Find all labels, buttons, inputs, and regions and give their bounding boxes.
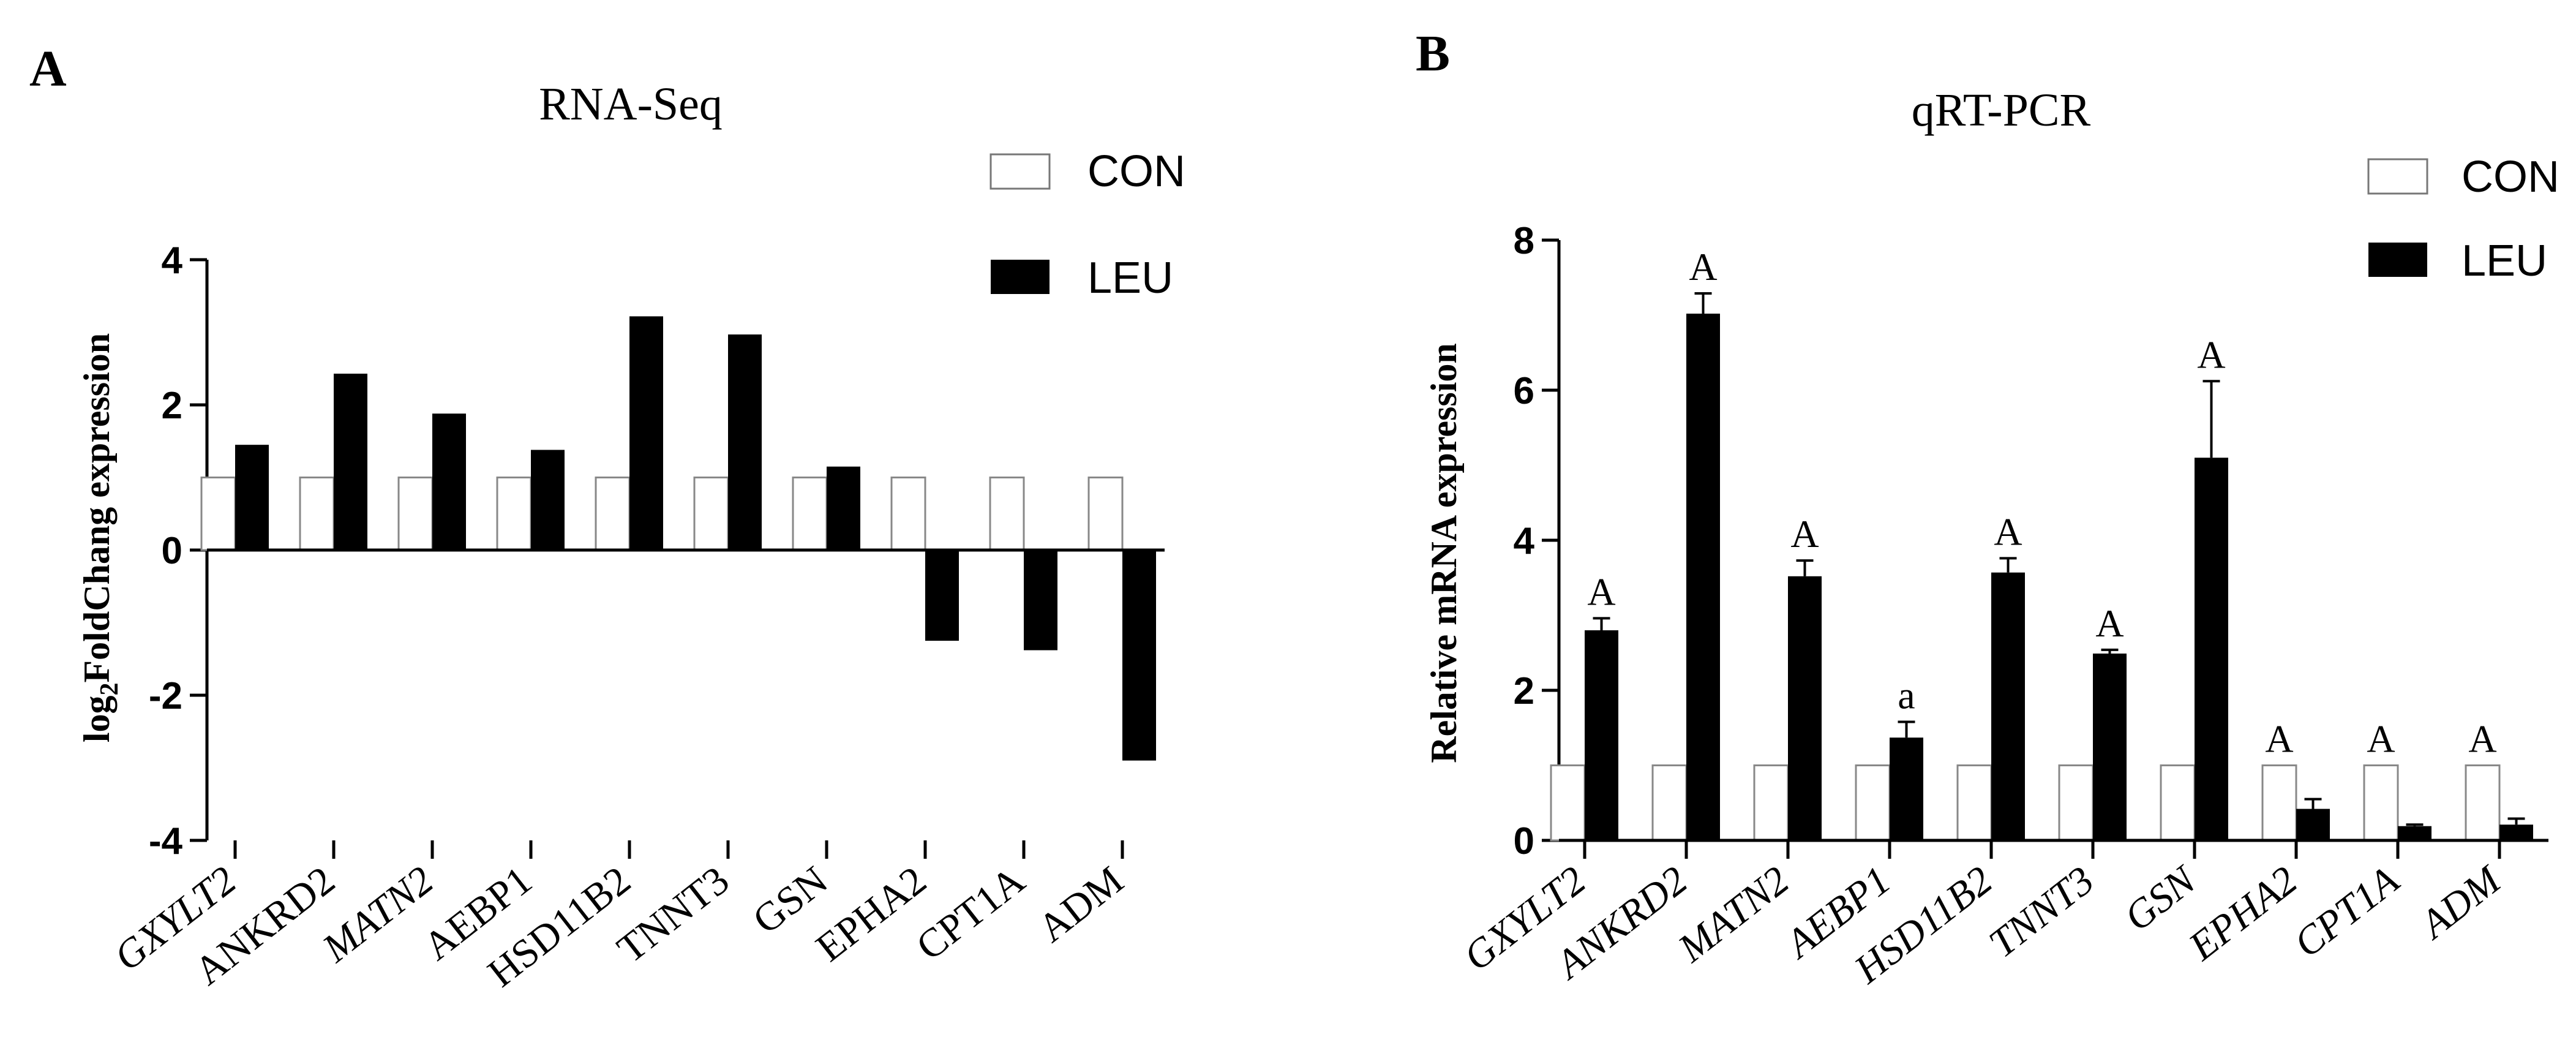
- panel-a-legend-con-swatch: [989, 153, 1051, 190]
- panel-a-bar-leu: [432, 413, 466, 550]
- panel-a-bar-con: [496, 477, 532, 551]
- panel-b-bar-con: [2465, 764, 2501, 842]
- panel-a-bar-con: [693, 477, 729, 551]
- panel-b-bar-con: [1753, 764, 1789, 842]
- panel-b-annotation: A: [1587, 570, 1615, 613]
- panel-b-bar-leu: [1890, 737, 1923, 840]
- panel-a-y-tick-label: -4: [149, 820, 183, 862]
- panel-a-x-tick-label: TNNT3: [609, 858, 738, 971]
- panel-b-annotation: A: [1689, 245, 1717, 289]
- panel-a-bar-con: [299, 477, 335, 551]
- panel-b-bar-leu: [2398, 826, 2431, 840]
- panel-a-x-tick-label: MATN2: [314, 858, 442, 971]
- panel-b-bar-leu: [1991, 572, 2025, 840]
- panel-a-bar-leu: [629, 316, 663, 550]
- panel-b-title: qRT-PCR: [1912, 85, 2091, 136]
- panel-b-bar-leu: [1686, 314, 1720, 840]
- panel-b-x-tick-label: ADM: [2410, 856, 2510, 948]
- panel-b-annotation: A: [2197, 333, 2225, 376]
- panel-b-annotation: A: [2265, 717, 2293, 761]
- panel-b-bar-leu: [2296, 809, 2330, 840]
- panel-a-bar-con: [595, 477, 631, 551]
- panel-a-bar-con: [200, 477, 236, 551]
- panel-a-y-tick-label: 4: [162, 239, 183, 282]
- panel-b-bar-con: [1550, 764, 1586, 842]
- panel-b-bar-leu: [2499, 824, 2533, 840]
- panel-a-legend: CON LEU: [989, 147, 1185, 303]
- panel-a-plot-area: 420-2-4GXYLT2ANKRD2MATN2AEBP1HSD11B2TNNT…: [106, 239, 1165, 996]
- panel-b-y-tick-label: 4: [1514, 520, 1535, 562]
- panel-a-bar-con: [397, 477, 434, 551]
- panel-b-y-tick-label: 6: [1514, 370, 1534, 412]
- panel-a-legend-leu-swatch: [991, 260, 1050, 294]
- panel-a-x-tick-label: EPHA2: [808, 858, 934, 970]
- panel-b-y-tick-label: 0: [1514, 820, 1534, 862]
- panel-a-bar-leu: [728, 334, 762, 550]
- panel-b-x-tick-label: MATN2: [1670, 858, 1798, 971]
- panel-a-legend-leu-label: LEU: [1087, 254, 1173, 303]
- panel-a-bar-leu: [1122, 550, 1156, 761]
- panel-a-y-tick-label: -2: [149, 675, 182, 717]
- panel-a-x-tick-label: CPT1A: [908, 858, 1033, 969]
- panel-b-x-tick-label: TNNT3: [1981, 858, 2102, 966]
- panel-b-bar-con: [2058, 764, 2094, 842]
- panel-b-annotation: A: [1994, 510, 2022, 553]
- panel-a-y-axis-label-log: log: [77, 696, 117, 743]
- panel-a-y-axis-label-sub: 2: [96, 683, 124, 696]
- panel-b-y-tick-label: 8: [1514, 220, 1534, 262]
- panel-b-annotation: A: [1790, 512, 1819, 556]
- panel-a-bar-leu: [235, 445, 269, 550]
- panel-b-bar-leu: [2195, 458, 2228, 840]
- panel-a-title: RNA-Seq: [539, 78, 723, 130]
- panel-b-legend-leu-label: LEU: [2461, 236, 2547, 285]
- panel-a-bar-leu: [1024, 550, 1057, 651]
- panel-a-bar-con: [989, 477, 1025, 551]
- panel-b-bar-leu: [2093, 653, 2127, 840]
- panel-b-annotation: A: [2095, 602, 2124, 645]
- panel-a-bar-leu: [925, 550, 959, 641]
- panel-b-bar-con: [2160, 764, 2196, 842]
- panel-b-label: B: [1416, 25, 1450, 82]
- panel-a: A RNA-Seq CON LEU log2FoldChang expressi…: [29, 40, 1185, 996]
- panel-a-legend-con-label: CON: [1087, 147, 1185, 196]
- panel-b-legend-con-swatch: [2367, 158, 2428, 195]
- panel-b-annotation: a: [1898, 673, 1915, 717]
- panel-b-bar-con: [1956, 764, 1992, 842]
- panel-b-annotation: A: [2367, 717, 2395, 761]
- panel-b-bar-con: [1855, 764, 1891, 842]
- panel-a-bar-leu: [531, 450, 565, 550]
- panel-b-legend-con-label: CON: [2461, 153, 2559, 202]
- panel-b-annotation: A: [2468, 717, 2496, 761]
- panel-b-bar-con: [1651, 764, 1688, 842]
- panel-a-bar-leu: [334, 374, 367, 550]
- panel-a-y-axis-label: log2FoldChang expression: [77, 333, 124, 742]
- panel-b-x-tick-label: CPT1A: [2286, 858, 2408, 967]
- panel-a-y-tick-label: 2: [162, 385, 182, 427]
- panel-b-legend: CON LEU: [2367, 153, 2559, 285]
- panel-a-bar-con: [890, 477, 926, 551]
- panel-b-y-axis-label: Relative mRNA expression: [1424, 343, 1464, 763]
- panel-b-bar-leu: [1585, 630, 1618, 840]
- panel-a-bar-leu: [827, 466, 860, 550]
- panel-a-label: A: [29, 40, 67, 97]
- panel-b-bar-con: [2261, 764, 2297, 842]
- panel-b-bar-leu: [1788, 576, 1822, 840]
- panel-a-y-tick-label: 0: [162, 530, 182, 572]
- panel-a-bar-con: [1087, 477, 1124, 551]
- panel-b-legend-leu-swatch: [2368, 243, 2427, 277]
- panel-b: B qRT-PCR CON LEU Relative mRNA expressi…: [1416, 25, 2559, 992]
- panel-a-x-tick-label: ADM: [1030, 858, 1132, 951]
- panel-a-y-axis-label-rest: FoldChang expression: [77, 333, 117, 683]
- panel-b-x-tick-label: EPHA2: [2180, 858, 2306, 969]
- panel-a-bar-con: [792, 477, 828, 551]
- panel-b-y-tick-label: 2: [1514, 670, 1534, 712]
- panel-b-bar-con: [2363, 764, 2399, 842]
